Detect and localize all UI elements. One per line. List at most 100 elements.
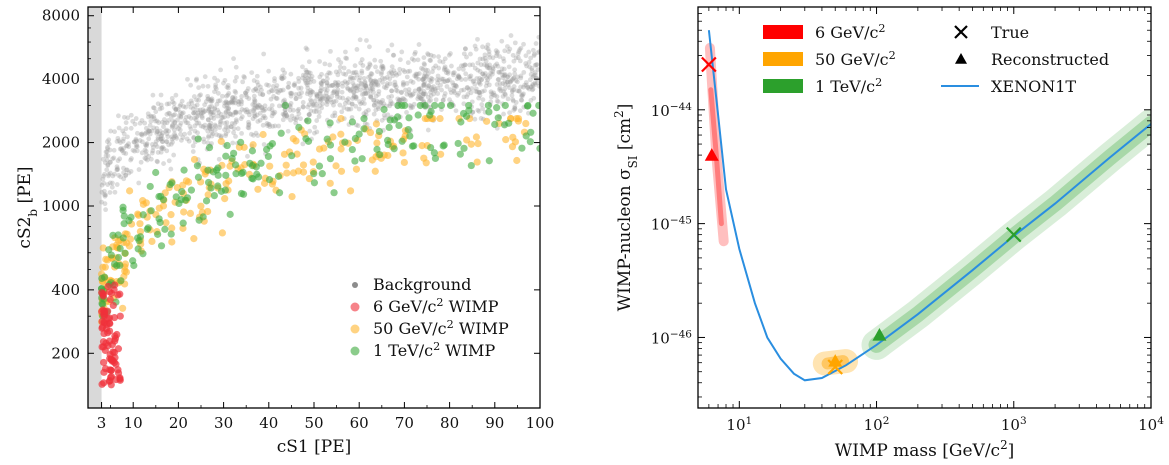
wimp-50gev-point (399, 149, 407, 157)
background-point (215, 98, 221, 104)
background-point (226, 101, 232, 107)
wimp-50gev-point (190, 235, 198, 243)
background-point (154, 118, 160, 124)
background-point (114, 167, 120, 173)
background-point (486, 49, 492, 54)
background-point (518, 75, 524, 81)
background-point (169, 95, 175, 101)
background-point (251, 93, 257, 99)
background-point (213, 84, 218, 90)
wimp-50gev-point (179, 224, 187, 232)
x-tick-label: 104 (1138, 415, 1164, 434)
background-point (358, 87, 363, 93)
background-point (160, 144, 165, 150)
wimp-1tev-point (281, 101, 290, 110)
background-point (240, 79, 246, 85)
background-point (422, 79, 427, 85)
background-point (151, 114, 157, 119)
background-point (500, 72, 506, 78)
background-point (481, 62, 487, 68)
background-point (440, 97, 446, 103)
background-point (497, 81, 503, 86)
background-point (334, 89, 340, 95)
background-point (533, 41, 539, 46)
background-point (375, 82, 381, 88)
background-point (99, 199, 104, 205)
background-point (335, 82, 341, 88)
background-point (419, 96, 425, 102)
background-point (233, 109, 239, 115)
background-point (456, 74, 462, 80)
background-point (151, 116, 157, 122)
background-point (429, 85, 435, 91)
background-point (300, 100, 306, 105)
background-point (291, 116, 297, 122)
background-point (208, 99, 214, 104)
wimp-50gev-point (168, 224, 176, 232)
background-point (194, 114, 200, 120)
background-point (271, 111, 277, 116)
background-point (343, 72, 349, 77)
background-point (238, 98, 244, 103)
wimp-50gev-point (249, 141, 257, 149)
background-point (213, 86, 219, 92)
background-point (351, 94, 357, 100)
background-point (462, 62, 468, 68)
background-point (129, 156, 134, 161)
background-point (521, 70, 527, 75)
wimp-1tev-point (119, 203, 127, 211)
background-point (501, 111, 506, 117)
background-point (399, 89, 404, 95)
background-point (271, 93, 277, 99)
background-point (212, 105, 218, 111)
background-point (130, 118, 136, 124)
background-point (264, 121, 270, 126)
background-point (369, 71, 375, 77)
x-tick-label: 103 (1001, 415, 1027, 434)
background-point (146, 136, 152, 142)
background-point (111, 147, 117, 153)
background-point (529, 87, 535, 93)
background-point (362, 121, 368, 127)
background-point (134, 130, 140, 136)
background-point (395, 88, 401, 94)
background-point (172, 119, 178, 125)
background-point (453, 83, 459, 89)
background-point (441, 67, 447, 73)
background-point (338, 60, 344, 66)
background-point (178, 131, 183, 137)
wimp-1tev-point (318, 170, 326, 178)
background-point (331, 99, 337, 105)
wimp-50gev-point (326, 179, 334, 187)
legend-label-w1t: 1 TeV/c2 WIMP (373, 340, 495, 361)
background-point (218, 118, 224, 124)
background-point (529, 84, 534, 90)
background-point (119, 147, 125, 153)
background-point (528, 72, 534, 77)
background-point (257, 103, 263, 109)
wimp-1tev-point (398, 137, 406, 145)
background-point (518, 45, 524, 51)
background-point (505, 79, 510, 85)
background-point (236, 99, 242, 105)
wimp-1tev-point (223, 141, 231, 150)
background-point (252, 98, 258, 104)
wimp-6gev-point (114, 291, 122, 299)
background-point (529, 68, 535, 73)
wimp-1tev-point (268, 139, 277, 148)
background-point (507, 79, 513, 84)
background-point (102, 193, 108, 199)
background-point (536, 49, 540, 55)
background-point (373, 64, 378, 70)
background-point (470, 62, 476, 68)
background-point (362, 79, 368, 85)
background-point (515, 55, 521, 61)
wimp-50gev-point (467, 140, 475, 148)
background-point (241, 74, 247, 79)
background-point (379, 63, 385, 69)
x-tick-label: 70 (395, 414, 414, 432)
wimp-1tev-point (107, 251, 115, 259)
background-point (308, 76, 314, 82)
background-point (206, 108, 212, 114)
background-point (172, 133, 178, 139)
